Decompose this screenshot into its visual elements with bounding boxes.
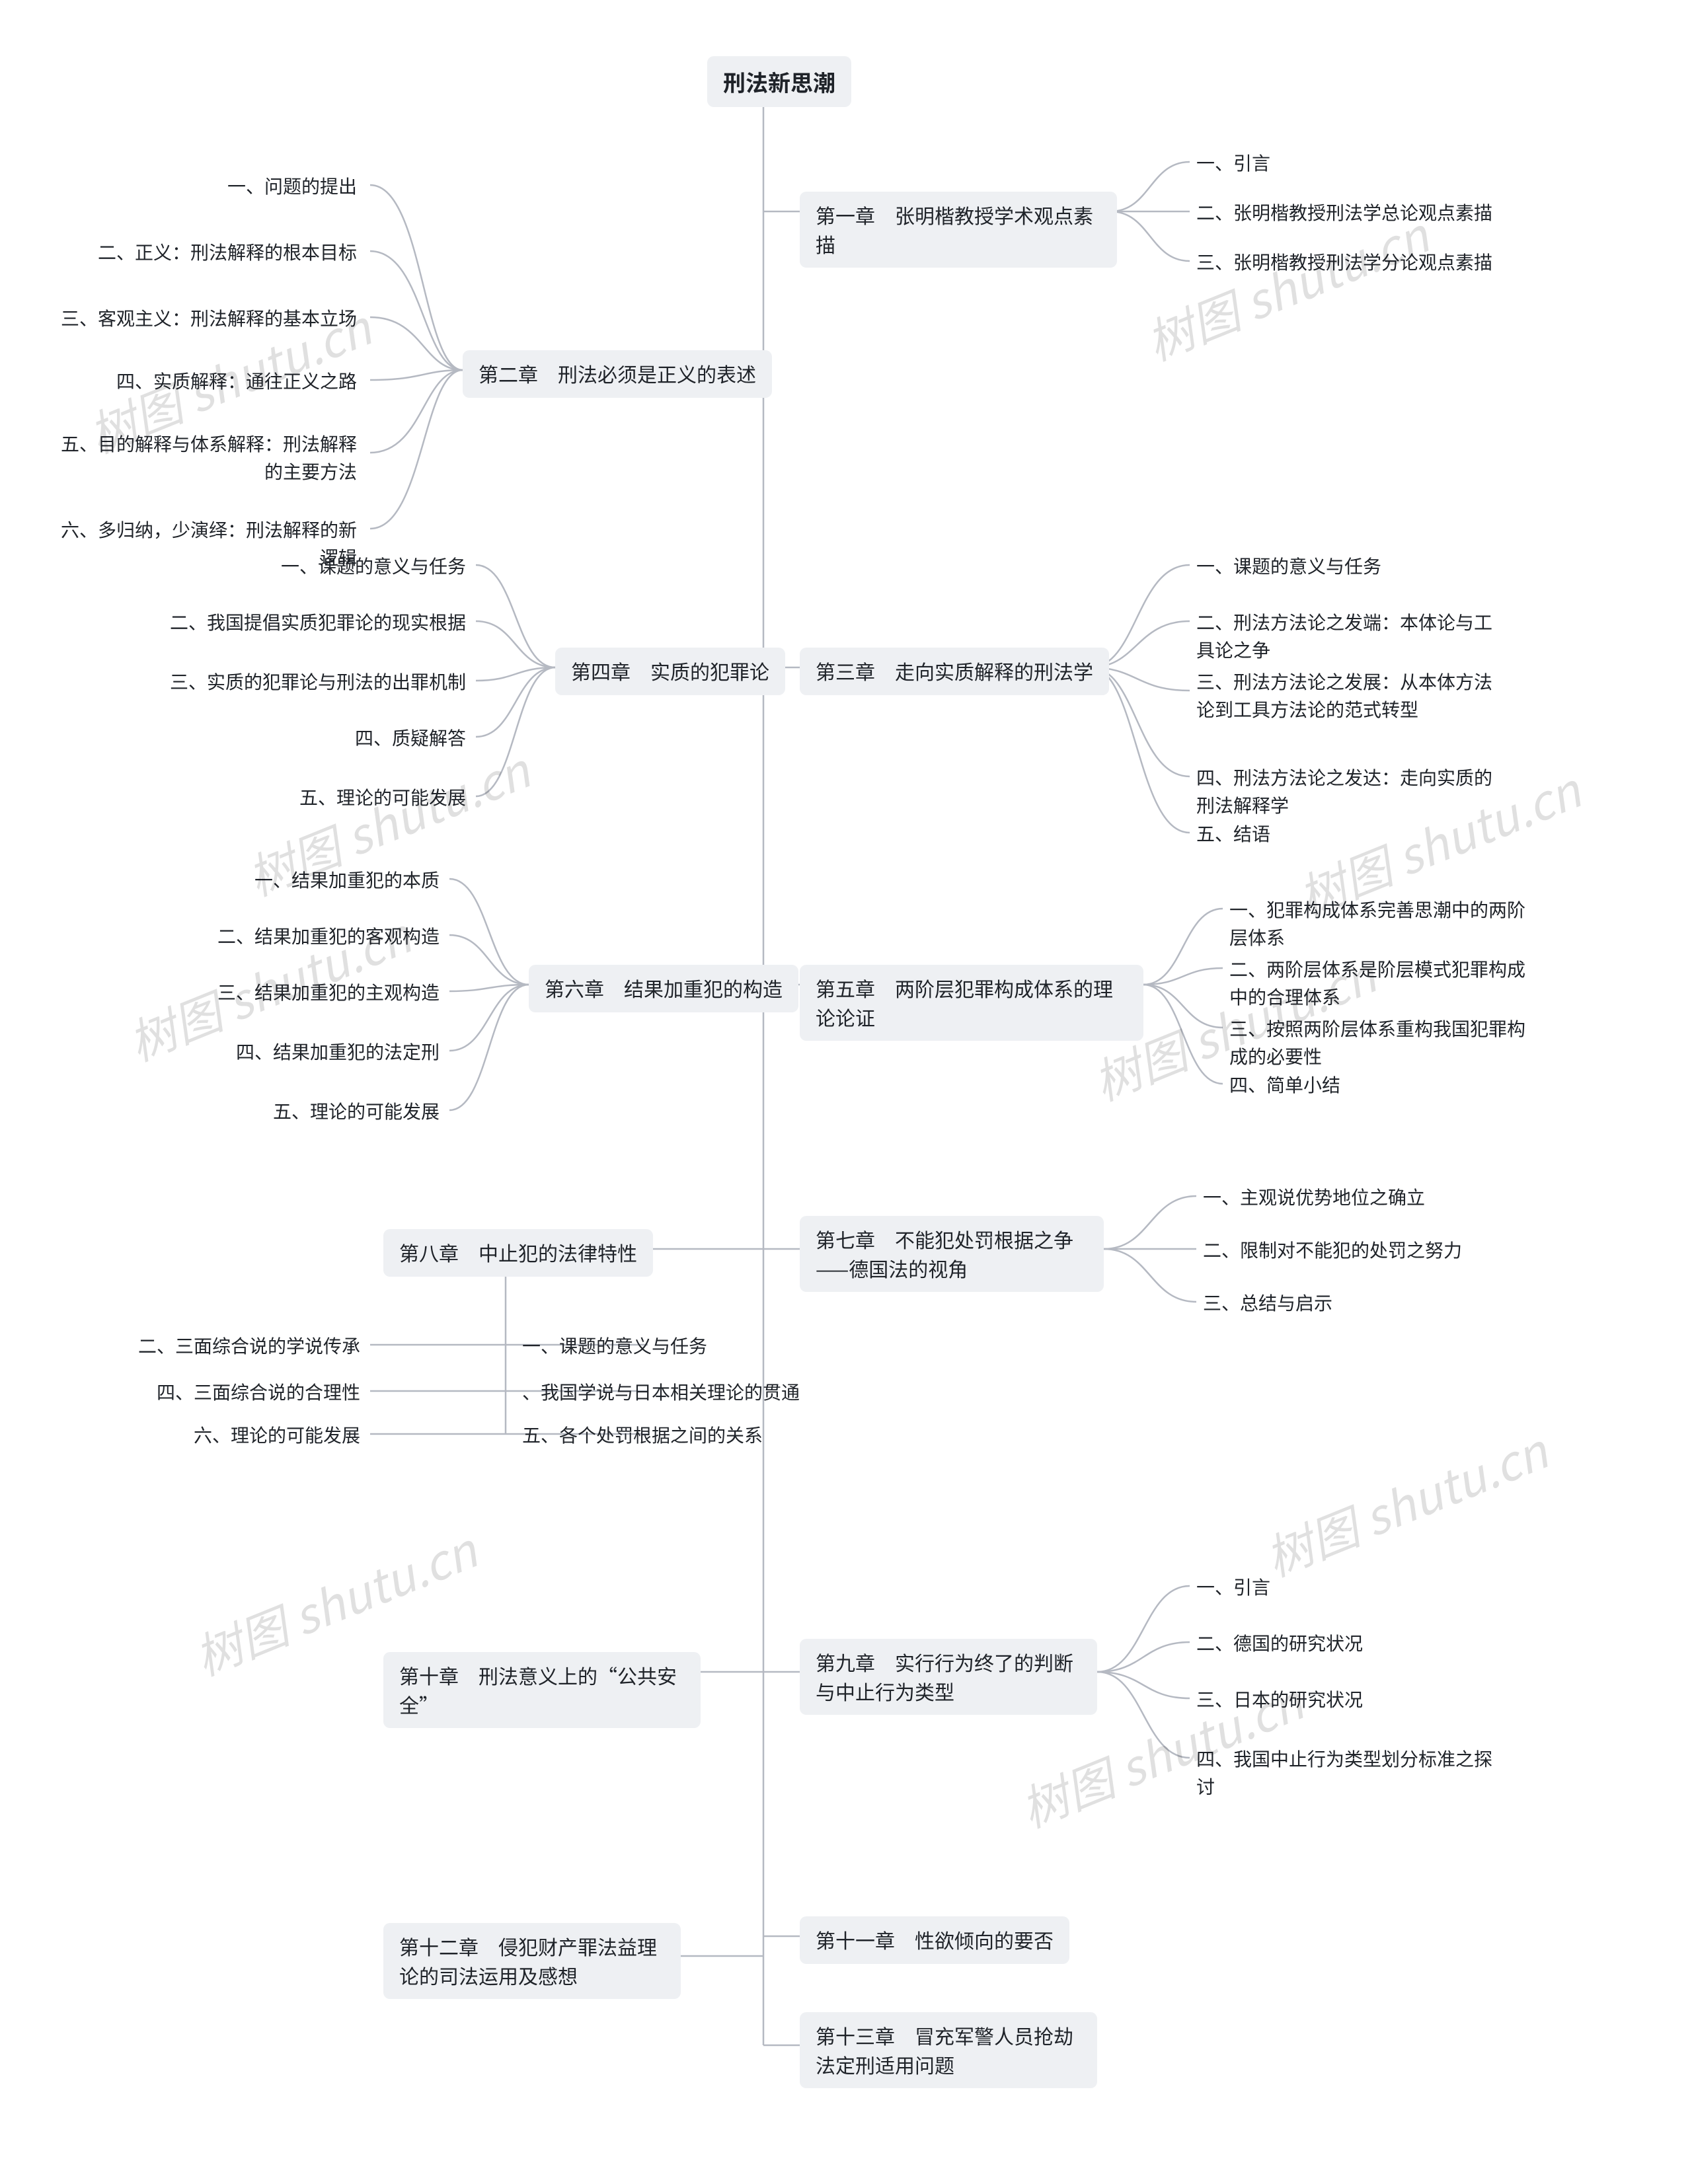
ch9-leaf-3: 三、日本的研究状况	[1196, 1685, 1363, 1713]
chapter-5-node: 第五章 两阶层犯罪构成体系的理论论证	[800, 965, 1143, 1041]
ch3-leaf-5: 五、结语	[1196, 819, 1270, 847]
chapter-13-label: 第十三章 冒充军警人员抢劫法定刑适用问题	[816, 2021, 1073, 2079]
ch2-leaf-1: 一、问题的提出	[227, 172, 357, 200]
chapter-7-label: 第七章 不能犯处罚根据之争——德国法的视角	[816, 1224, 1073, 1283]
ch9-leaf-2: 二、德国的研究状况	[1196, 1629, 1363, 1657]
chapter-4-node: 第四章 实质的犯罪论	[555, 648, 785, 695]
ch6-leaf-1: 一、结果加重犯的本质	[254, 866, 440, 893]
ch1-leaf-1: 一、引言	[1196, 149, 1270, 176]
ch4-leaf-3: 三、实质的犯罪论与刑法的出罪机制	[170, 667, 466, 695]
chapter-3-node: 第三章 走向实质解释的刑法学	[800, 648, 1109, 695]
ch7-leaf-3: 三、总结与启示	[1203, 1289, 1332, 1316]
chapter-11-node: 第十一章 性欲倾向的要否	[800, 1916, 1069, 1964]
ch4-leaf-1: 一、课题的意义与任务	[281, 552, 466, 580]
chapter-1-node: 第一章 张明楷教授学术观点素描	[800, 192, 1117, 268]
chapter-6-node: 第六章 结果加重犯的构造	[529, 965, 798, 1012]
chapter-7-node: 第七章 不能犯处罚根据之争——德国法的视角	[800, 1216, 1104, 1292]
ch2-leaf-5: 五、目的解释与体系解释：刑法解释的主要方法	[53, 430, 357, 485]
ch4-leaf-2: 二、我国提倡实质犯罪论的现实根据	[170, 608, 466, 636]
ch8-pair-1-right: 一、课题的意义与任务	[522, 1332, 707, 1359]
chapter-1-label: 第一章 张明楷教授学术观点素描	[816, 200, 1093, 258]
ch8-pair-2-left: 四、三面综合说的合理性	[157, 1378, 360, 1406]
chapter-13-node: 第十三章 冒充军警人员抢劫法定刑适用问题	[800, 2012, 1097, 2088]
root-label: 刑法新思潮	[723, 65, 835, 98]
ch3-leaf-4: 四、刑法方法论之发达：走向实质的刑法解释学	[1196, 763, 1500, 819]
chapter-5-label: 第五章 两阶层犯罪构成体系的理论论证	[816, 973, 1113, 1032]
chapter-2-label: 第二章 刑法必须是正义的表述	[479, 359, 756, 388]
ch5-leaf-3: 三、按照两阶层体系重构我国犯罪构成的必要性	[1229, 1014, 1533, 1070]
ch5-leaf-2: 二、两阶层体系是阶层模式犯罪构成中的合理体系	[1229, 955, 1533, 1010]
chapter-4-label: 第四章 实质的犯罪论	[571, 656, 769, 685]
chapter-8-label: 第八章 中止犯的法律特性	[399, 1238, 637, 1267]
ch1-leaf-2: 二、张明楷教授刑法学总论观点素描	[1196, 198, 1492, 226]
chapter-12-node: 第十二章 侵犯财产罪法益理论的司法运用及感想	[383, 1923, 681, 1999]
chapter-12-label: 第十二章 侵犯财产罪法益理论的司法运用及感想	[399, 1932, 657, 1990]
ch8-pair-3-left: 六、理论的可能发展	[194, 1421, 360, 1449]
ch8-pair-1-left: 二、三面综合说的学说传承	[138, 1332, 360, 1359]
ch6-leaf-3: 三、结果加重犯的主观构造	[217, 978, 440, 1006]
ch6-leaf-2: 二、结果加重犯的客观构造	[217, 922, 440, 950]
ch8-pair-2-right: 、我国学说与日本相关理论的贯通	[522, 1378, 800, 1406]
ch7-leaf-1: 一、主观说优势地位之确立	[1203, 1183, 1425, 1211]
watermark: 树图 shutu.cn	[1254, 1413, 1557, 1590]
ch2-leaf-3: 三、客观主义：刑法解释的基本立场	[61, 304, 357, 332]
ch8-pair-3-right: 五、各个处罚根据之间的关系	[522, 1421, 763, 1449]
chapter-6-label: 第六章 结果加重犯的构造	[545, 973, 783, 1002]
chapter-8-node: 第八章 中止犯的法律特性	[383, 1229, 653, 1277]
chapter-2-node: 第二章 刑法必须是正义的表述	[463, 350, 772, 398]
chapter-3-label: 第三章 走向实质解释的刑法学	[816, 656, 1093, 685]
ch3-leaf-3: 三、刑法方法论之发展：从本体方法论到工具方法论的范式转型	[1196, 667, 1500, 723]
root-node: 刑法新思潮	[707, 56, 851, 107]
chapter-10-node: 第十章 刑法意义上的“公共安全”	[383, 1652, 701, 1728]
ch6-leaf-5: 五、理论的可能发展	[273, 1097, 440, 1125]
ch2-leaf-2: 二、正义：刑法解释的根本目标	[98, 238, 357, 266]
ch5-leaf-4: 四、简单小结	[1229, 1071, 1340, 1098]
ch4-leaf-4: 四、质疑解答	[355, 724, 466, 751]
chapter-9-label: 第九章 实行行为终了的判断与中止行为类型	[816, 1647, 1073, 1706]
ch6-leaf-4: 四、结果加重犯的法定刑	[236, 1037, 440, 1065]
ch9-leaf-1: 一、引言	[1196, 1573, 1270, 1600]
chapter-11-label: 第十一章 性欲倾向的要否	[816, 1925, 1054, 1954]
ch3-leaf-1: 一、课题的意义与任务	[1196, 552, 1381, 580]
ch1-leaf-3: 三、张明楷教授刑法学分论观点素描	[1196, 248, 1492, 276]
ch3-leaf-2: 二、刑法方法论之发端：本体论与工具论之争	[1196, 608, 1500, 663]
ch7-leaf-2: 二、限制对不能犯的处罚之努力	[1203, 1236, 1462, 1263]
ch2-leaf-4: 四、实质解释：通往正义之路	[116, 367, 357, 395]
chapter-10-label: 第十章 刑法意义上的“公共安全”	[399, 1661, 677, 1719]
ch9-leaf-4: 四、我国中止行为类型划分标准之探讨	[1196, 1745, 1500, 1800]
chapter-9-node: 第九章 实行行为终了的判断与中止行为类型	[800, 1639, 1097, 1715]
ch4-leaf-5: 五、理论的可能发展	[299, 783, 466, 811]
ch5-leaf-1: 一、犯罪构成体系完善思潮中的两阶层体系	[1229, 895, 1533, 951]
